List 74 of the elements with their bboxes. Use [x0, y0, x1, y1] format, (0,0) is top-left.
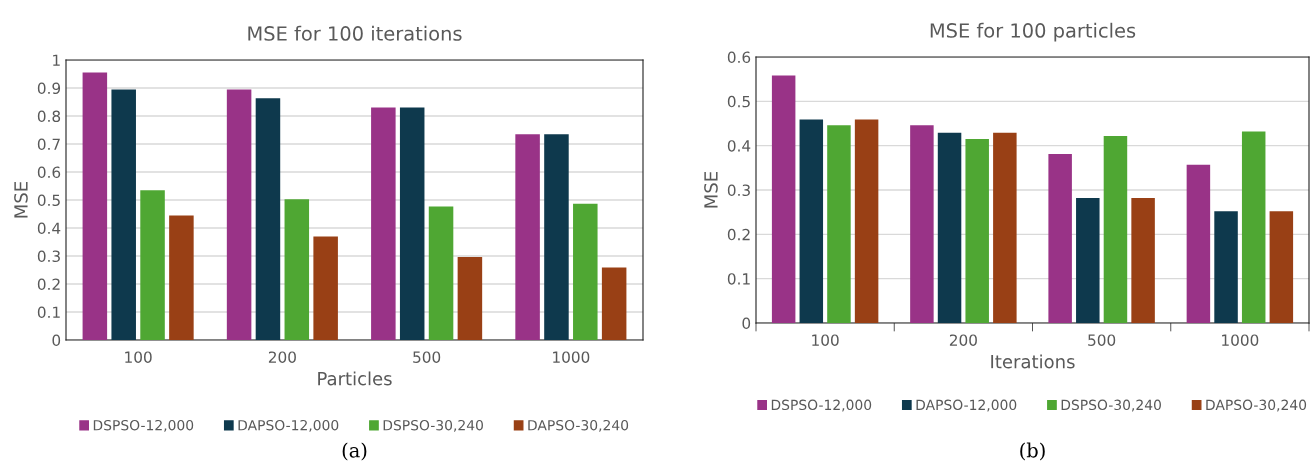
bar [910, 125, 934, 323]
legend-label: DSPSO-30,240 [383, 419, 483, 432]
bar [111, 89, 136, 340]
bar [255, 98, 281, 340]
y-tick-label: 0.7 [37, 138, 60, 151]
x-axis-title: Iterations [991, 354, 1075, 369]
y-tick-label: 0.3 [727, 184, 750, 197]
bar [428, 206, 454, 340]
bar [993, 132, 1017, 323]
bar [457, 257, 483, 340]
bar [169, 215, 194, 340]
bar [1048, 154, 1072, 323]
x-tick-label: 200 [949, 334, 977, 346]
legend-label: DAPSO-30,240 [1206, 399, 1307, 412]
y-tick-label: 0.4 [37, 222, 61, 235]
x-tick-label: 100 [812, 334, 839, 346]
chart-title: MSE for 100 iterations [248, 25, 462, 41]
bar [854, 119, 879, 323]
bar [371, 107, 396, 340]
bar [799, 119, 824, 323]
bar [82, 72, 108, 340]
y-axis-title: MSE [704, 171, 718, 208]
bar [601, 267, 627, 340]
y-tick-label: 0 [742, 317, 751, 330]
bar [399, 107, 425, 340]
bar [573, 203, 598, 340]
bar [284, 199, 310, 340]
y-tick-label: 0.8 [37, 110, 61, 123]
x-tick-label: 200 [268, 351, 296, 363]
y-tick-label: 0.6 [37, 166, 61, 179]
y-tick-label: 0.9 [37, 82, 61, 95]
bar [1269, 211, 1294, 323]
legend-label: DAPSO-12,000 [916, 399, 1017, 412]
y-tick-label: 0.2 [727, 228, 750, 241]
bar [313, 236, 338, 340]
y-tick-label: 0.1 [37, 306, 60, 319]
y-tick-label: 0.4 [727, 140, 751, 152]
legend-label: DAPSO-30,240 [528, 419, 629, 432]
y-tick-label: 0.3 [37, 250, 60, 263]
legend-label: DSPSO-12,000 [93, 419, 194, 432]
y-tick-label: 1 [53, 54, 60, 66]
bar [515, 134, 540, 340]
x-tick-label: 1000 [1222, 334, 1259, 346]
y-tick-label: 0.2 [37, 278, 60, 291]
chart-title: MSE for 100 particles [930, 22, 1136, 42]
bar [827, 125, 851, 323]
y-tick-label: 0.5 [727, 95, 750, 108]
y-tick-label: 0.1 [727, 273, 750, 285]
legend-label: DAPSO-12,000 [238, 419, 339, 432]
bar [1186, 164, 1211, 323]
bar [1103, 135, 1128, 323]
y-tick-label: 0 [52, 334, 61, 347]
bar [544, 134, 569, 340]
x-tick-label: 500 [413, 351, 441, 363]
legend-label: DSPSO-12,000 [771, 399, 872, 412]
x-tick-label: 500 [1088, 334, 1116, 346]
x-axis-title: Particles [318, 371, 392, 386]
x-tick-label: 100 [125, 351, 152, 363]
y-axis-title: MSE [14, 181, 28, 218]
x-tick-label: 1000 [553, 351, 590, 363]
bar [1076, 197, 1100, 323]
text: (b) [1020, 442, 1045, 461]
bar [226, 89, 252, 340]
bar [1131, 197, 1155, 323]
bar [1214, 211, 1238, 323]
bar [771, 75, 796, 323]
y-tick-label: 0.6 [727, 51, 751, 64]
bar [140, 190, 165, 340]
text: (a) [342, 442, 367, 461]
y-tick-label: 0.5 [37, 194, 60, 207]
bar [937, 132, 962, 323]
legend-label: DSPSO-30,240 [1061, 399, 1161, 412]
bar [965, 139, 989, 323]
bar [1241, 131, 1266, 323]
